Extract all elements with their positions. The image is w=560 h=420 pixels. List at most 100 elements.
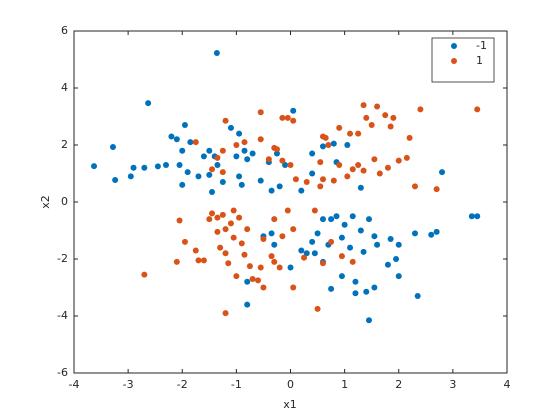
point	[371, 233, 378, 240]
point	[112, 177, 119, 184]
point	[127, 173, 134, 180]
point	[246, 263, 253, 270]
point	[336, 161, 343, 168]
point	[130, 164, 137, 171]
point	[433, 228, 440, 235]
point	[244, 156, 251, 163]
point	[376, 170, 383, 177]
x-tick-label: 4	[504, 378, 511, 391]
point	[290, 226, 297, 233]
point	[163, 161, 170, 168]
point	[276, 264, 283, 271]
point	[181, 238, 188, 245]
point	[382, 112, 389, 119]
point	[390, 114, 397, 121]
point	[395, 273, 402, 280]
point	[257, 177, 264, 184]
point	[319, 216, 326, 223]
point	[363, 114, 370, 121]
point	[241, 147, 248, 154]
point	[241, 251, 248, 258]
y-tick-label: -2	[57, 252, 68, 265]
point	[287, 264, 294, 271]
legend-box	[431, 37, 495, 83]
point	[439, 169, 446, 176]
point	[214, 228, 221, 235]
legend: -11	[431, 37, 495, 83]
point	[238, 181, 245, 188]
point	[236, 130, 243, 137]
point	[260, 236, 267, 243]
point	[365, 317, 372, 324]
point	[219, 169, 226, 176]
point	[141, 271, 148, 278]
point	[357, 184, 364, 191]
point	[192, 247, 199, 254]
x-tick-label: 0	[287, 378, 294, 391]
point	[309, 170, 316, 177]
point	[360, 102, 367, 109]
y-tick-label: 0	[61, 195, 68, 208]
point	[474, 106, 481, 113]
point	[298, 247, 305, 254]
y-tick-label: 6	[61, 24, 68, 37]
legend-marker	[451, 43, 457, 49]
point	[395, 157, 402, 164]
x-tick-label: -3	[123, 378, 134, 391]
point	[206, 171, 213, 178]
point	[268, 230, 275, 237]
point	[276, 183, 283, 190]
point	[213, 49, 220, 56]
point	[214, 154, 221, 161]
point	[176, 161, 183, 168]
point	[333, 213, 340, 220]
point	[309, 238, 316, 245]
point	[219, 211, 226, 218]
point	[319, 143, 326, 150]
point	[176, 217, 183, 224]
point	[271, 258, 278, 265]
point	[244, 278, 251, 285]
point	[284, 207, 291, 214]
point	[374, 103, 381, 110]
point	[303, 179, 310, 186]
point	[168, 133, 175, 140]
point	[279, 233, 286, 240]
point	[349, 166, 356, 173]
point	[222, 117, 229, 124]
point	[192, 139, 199, 146]
legend-marker	[451, 58, 457, 64]
point	[395, 241, 402, 248]
point	[249, 275, 256, 282]
point	[428, 231, 435, 238]
point	[227, 220, 234, 227]
point	[260, 284, 267, 291]
point	[319, 260, 326, 267]
x-tick-label: 2	[395, 378, 402, 391]
point	[214, 214, 221, 221]
point	[233, 273, 240, 280]
point	[474, 213, 481, 220]
point	[268, 253, 275, 260]
point	[384, 261, 391, 268]
point	[352, 290, 359, 297]
point	[282, 161, 289, 168]
point	[222, 226, 229, 233]
point	[303, 250, 310, 257]
point	[365, 216, 372, 223]
point	[222, 310, 229, 317]
point	[219, 147, 226, 154]
point	[360, 167, 367, 174]
point	[328, 216, 335, 223]
point	[145, 100, 152, 107]
point	[227, 124, 234, 131]
point	[406, 134, 413, 141]
point	[154, 163, 161, 170]
y-tick-label: -4	[57, 309, 68, 322]
point	[265, 156, 272, 163]
point	[314, 230, 321, 237]
point	[209, 189, 216, 196]
point	[368, 122, 375, 129]
y-tick-label: 2	[61, 138, 68, 151]
point	[336, 124, 343, 131]
